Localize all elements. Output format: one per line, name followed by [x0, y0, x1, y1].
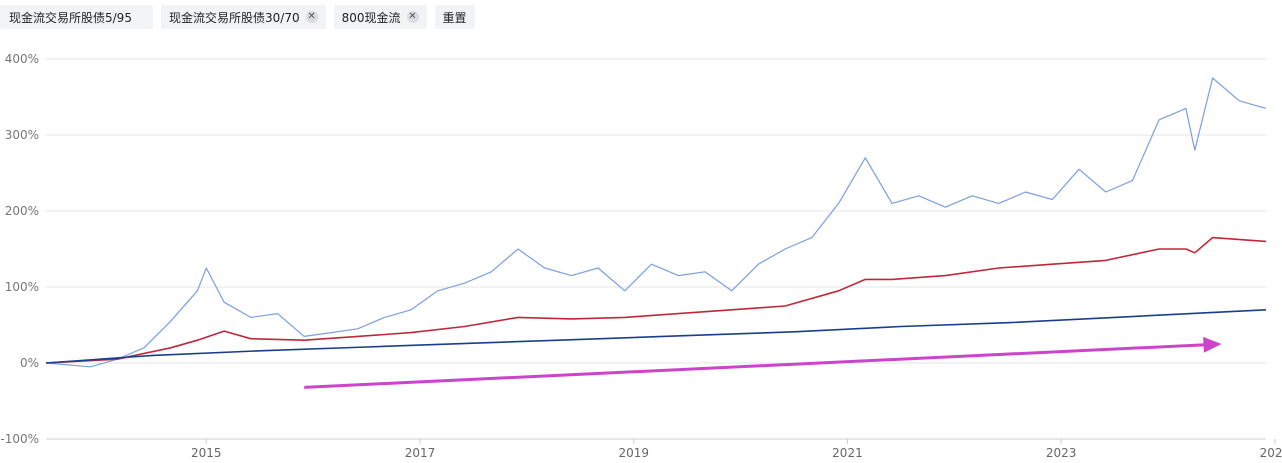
x-tick-label: 2019 [618, 446, 649, 460]
y-tick-label: 100% [5, 280, 39, 294]
x-tick-label: 2025 [1260, 446, 1282, 460]
series-line-2 [45, 309, 1267, 364]
series-tag-label: 现金流交易所股债30/70 [169, 10, 300, 25]
annotation-arrow-head [1203, 336, 1222, 353]
series-tag-label: 800现金流 [341, 10, 401, 25]
close-icon[interactable]: ✕ [406, 11, 419, 23]
series-line-0 [45, 77, 1267, 368]
series-tag-5-95[interactable]: 现金流交易所股债5/95 [0, 5, 153, 29]
series-tag-label: 现金流交易所股债5/95 [9, 10, 132, 25]
series-tag-800[interactable]: 800现金流 ✕ [333, 5, 427, 29]
reset-button[interactable]: 重置 [434, 5, 475, 29]
y-tick-label: 0% [20, 356, 39, 370]
close-icon[interactable]: ✕ [305, 11, 318, 23]
x-tick-label: 2021 [832, 446, 863, 460]
series-line-1 [45, 236, 1267, 364]
y-tick-label: 400% [5, 52, 39, 66]
series-tag-30-70[interactable]: 现金流交易所股债30/70 ✕ [161, 5, 326, 29]
filter-bar: 现金流交易所股债5/95 现金流交易所股债30/70 ✕ 800现金流 ✕ 重置 [0, 5, 475, 29]
x-tick-label: 2017 [405, 446, 436, 460]
y-tick-label: -100% [0, 432, 39, 446]
x-tick-label: 2023 [1046, 446, 1077, 460]
x-tick-label: 2015 [191, 446, 222, 460]
y-tick-label: 300% [5, 128, 39, 142]
y-tick-label: 200% [5, 204, 39, 218]
annotation-arrow-line [304, 343, 1204, 389]
